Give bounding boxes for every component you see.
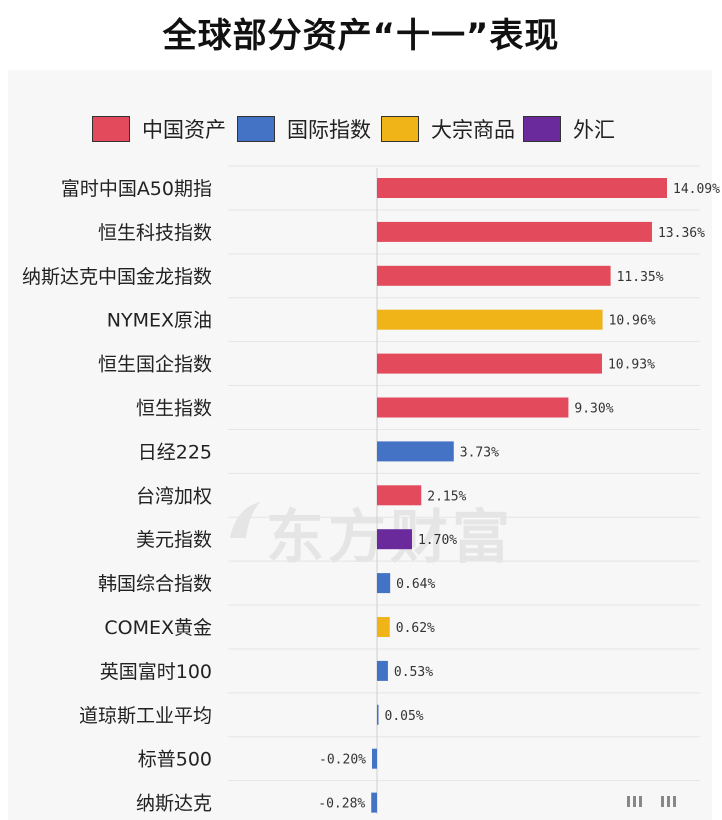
bar-13 [372,748,377,769]
legend-item-fx: 外汇 [523,112,615,146]
category-label-7: 台湾加权 [136,485,212,507]
category-label-3: NYMEX原油 [107,310,212,332]
chart-title: 全球部分资产“十一”表现 [162,16,560,56]
bar-4 [377,353,602,374]
value-label-3: 10.96% [609,314,656,329]
category-label-8: 美元指数 [136,529,212,551]
bar-11 [377,660,388,681]
legend-item-intl: 国际指数 [237,112,371,146]
value-label-10: 0.62% [396,621,435,636]
value-label-11: 0.53% [394,665,433,680]
bar-3 [377,309,603,330]
bar-2 [377,265,611,286]
footer-bars-icon [627,796,642,807]
legend-swatch-fx [523,116,561,142]
legend-swatch-intl [237,116,275,142]
bar-9 [377,573,391,594]
value-label-5: 9.30% [574,402,613,417]
bar-14 [371,792,377,813]
bar-8 [377,529,412,550]
category-label-14: 纳斯达克 [136,793,212,815]
value-label-9: 0.64% [396,577,435,592]
value-label-12: 0.05% [385,709,424,724]
value-label-4: 10.93% [608,358,655,373]
category-label-2: 纳斯达克中国金龙指数 [22,266,212,288]
legend-label-china: 中国资产 [142,118,226,142]
category-label-1: 恒生科技指数 [98,222,212,244]
category-label-13: 标普500 [138,749,212,771]
category-label-4: 恒生国企指数 [98,354,212,376]
legend-label-intl: 国际指数 [287,118,371,142]
value-label-6: 3.73% [460,445,499,460]
bar-12 [377,704,379,725]
value-label-8: 1.70% [418,533,457,548]
legend-swatch-china [92,116,130,142]
legend-label-fx: 外汇 [573,118,615,142]
value-label-7: 2.15% [427,489,466,504]
watermark-logo-icon [230,502,260,538]
value-label-13: -0.20% [319,753,366,768]
value-label-0: 14.09% [673,182,720,197]
bar-0 [377,178,667,198]
bar-6 [377,441,454,462]
legend-item-commodity: 大宗商品 [381,112,515,146]
value-label-14: -0.28% [318,797,365,812]
footer-menu-icon [661,796,676,807]
bar-7 [377,485,422,506]
category-label-10: COMEX黄金 [104,617,212,639]
value-label-2: 11.35% [617,270,664,285]
category-label-6: 日经225 [138,441,212,463]
legend-label-commodity: 大宗商品 [431,118,515,142]
category-label-12: 道琼斯工业平均 [79,705,212,727]
category-label-0: 富时中国A50期指 [61,178,212,200]
category-label-5: 恒生指数 [136,398,212,420]
value-label-1: 13.36% [658,226,705,241]
legend-item-china: 中国资产 [92,112,226,146]
legend: 中国资产 国际指数 大宗商品 外汇 [0,112,722,152]
legend-swatch-commodity [381,116,419,142]
category-label-11: 英国富时100 [100,661,212,683]
bar-5 [377,397,569,418]
bar-1 [377,221,652,242]
category-label-9: 韩国综合指数 [98,573,212,595]
bar-10 [377,617,390,637]
